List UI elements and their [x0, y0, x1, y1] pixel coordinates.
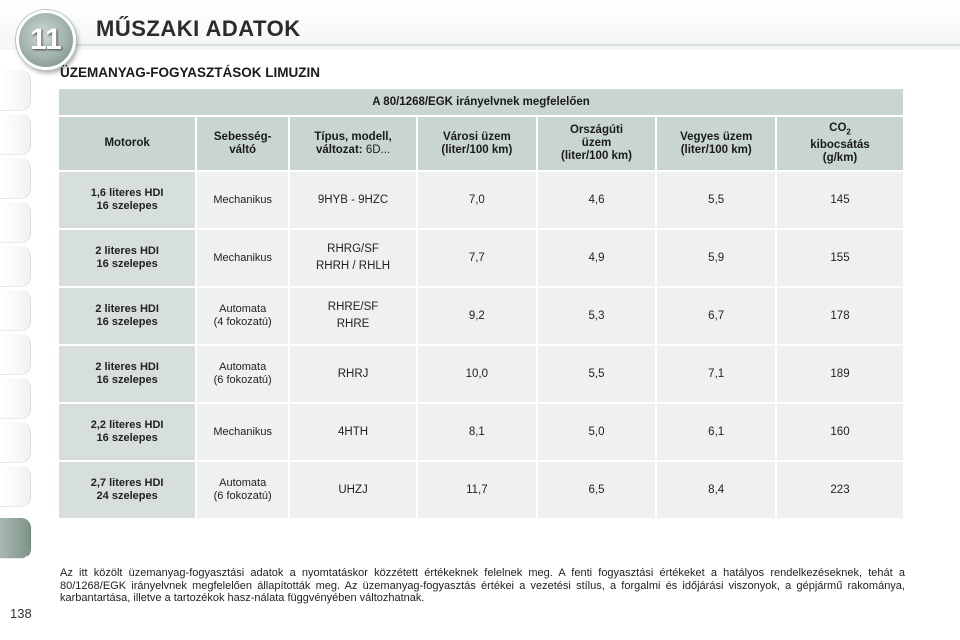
urban-cell: 7,7 [418, 230, 536, 286]
side-tab-7[interactable] [0, 334, 31, 375]
type-cell: 4HTH [290, 404, 416, 460]
column-header-mixed: Vegyes üzem (liter/100 km) [657, 117, 776, 170]
gearbox-cell: Automata (6 fokozatú) [197, 346, 289, 402]
urban-cell: 11,7 [418, 462, 536, 518]
gearbox-cell: Mechanikus [197, 230, 289, 286]
urban-cell: 10,0 [418, 346, 536, 402]
engine-cell: 2 literes HDI 16 szelepes [59, 230, 196, 286]
chapter-side-tabs [0, 70, 32, 590]
side-tab-9[interactable] [0, 422, 31, 463]
side-tab-5[interactable] [0, 246, 31, 287]
side-tab-1[interactable] [0, 70, 31, 111]
engine-cell: 2 literes HDI 16 szelepes [59, 346, 196, 402]
column-header-engine: Motorok [59, 117, 196, 170]
gearbox-cell: Automata (6 fokozatú) [197, 462, 289, 518]
co2-cell: 178 [777, 288, 903, 344]
engine-cell: 1,6 literes HDI 16 szelepes [59, 172, 196, 228]
mixed-cell: 5,9 [657, 230, 776, 286]
side-tab-6[interactable] [0, 290, 31, 331]
type-cell: 9HYB - 9HZC [290, 172, 416, 228]
table-row: 2,2 literes HDI 16 szelepes Mechanikus 4H… [59, 404, 903, 460]
side-tab-11-active[interactable] [0, 518, 31, 559]
mixed-cell: 6,1 [657, 404, 776, 460]
table-row: 1,6 literes HDI 16 szelepes Mechanikus 9H… [59, 172, 903, 228]
co2-cell: 223 [777, 462, 903, 518]
chapter-title: MŰSZAKI ADATOK [96, 16, 301, 41]
engine-cell: 2 literes HDI 16 szelepes [59, 288, 196, 344]
mixed-cell: 8,4 [657, 462, 776, 518]
urban-cell: 7,0 [418, 172, 536, 228]
table-row: 2 literes HDI 16 szelepes Automata (4 foko… [59, 288, 903, 344]
column-header-extra-urban: Országúti üzem (liter/100 km) [537, 117, 656, 170]
type-cell: UHZJ [290, 462, 416, 518]
page-number: 138 [10, 606, 32, 621]
mixed-cell: 7,1 [657, 346, 776, 402]
gearbox-cell: Automata (4 fokozatú) [197, 288, 289, 344]
engine-cell: 2,7 literes HDI 24 szelepes [59, 462, 196, 518]
directive-header: A 80/1268/EGK irányelvnek megfelelően [59, 89, 903, 115]
side-tab-3[interactable] [0, 158, 31, 199]
chapter-number-badge: 11 [16, 10, 76, 70]
mixed-cell: 6,7 [657, 288, 776, 344]
co2-cell: 155 [777, 230, 903, 286]
urban-cell: 8,1 [418, 404, 536, 460]
footnote: Az itt közölt üzemanyag-fogyasztási adat… [60, 567, 905, 604]
column-header-co2: CO2 kibocsátás (g/km) [777, 117, 903, 170]
type-cell: RHRJ [290, 346, 416, 402]
side-tab-10[interactable] [0, 466, 31, 507]
mixed-cell: 5,5 [657, 172, 776, 228]
column-header-urban: Városi üzem (liter/100 km) [418, 117, 536, 170]
column-header-gearbox: Sebesség-váltó [197, 117, 289, 170]
extra-urban-cell: 5,5 [537, 346, 656, 402]
side-tab-8[interactable] [0, 378, 31, 419]
co2-cell: 189 [777, 346, 903, 402]
extra-urban-cell: 6,5 [537, 462, 656, 518]
header-divider [70, 44, 960, 46]
side-tab-2[interactable] [0, 114, 31, 155]
gearbox-cell: Mechanikus [197, 404, 289, 460]
column-header-type: Típus, modell, változat: 6D... [290, 117, 416, 170]
co2-cell: 160 [777, 404, 903, 460]
co2-cell: 145 [777, 172, 903, 228]
table-row: 2 literes HDI 16 szelepes Mechanikus RHRG… [59, 230, 903, 286]
extra-urban-cell: 4,6 [537, 172, 656, 228]
urban-cell: 9,2 [418, 288, 536, 344]
extra-urban-cell: 5,3 [537, 288, 656, 344]
table-row: 2 literes HDI 16 szelepes Automata (6 foko… [59, 346, 903, 402]
header-bar [0, 0, 960, 50]
extra-urban-cell: 4,9 [537, 230, 656, 286]
type-cell: RHRG/SF RHRH / RHLH [290, 230, 416, 286]
table-row: 2,7 literes HDI 24 szelepes Automata (6 fo… [59, 462, 903, 518]
engine-cell: 2,2 literes HDI 16 szelepes [59, 404, 196, 460]
gearbox-cell: Mechanikus [197, 172, 289, 228]
extra-urban-cell: 5,0 [537, 404, 656, 460]
fuel-consumption-table: A 80/1268/EGK irányelvnek megfelelően Mo… [57, 87, 905, 520]
side-tab-4[interactable] [0, 202, 31, 243]
type-cell: RHRE/SF RHRE [290, 288, 416, 344]
section-title: ÜZEMANYAG-FOGYASZTÁSOK LIMUZIN [60, 65, 321, 80]
